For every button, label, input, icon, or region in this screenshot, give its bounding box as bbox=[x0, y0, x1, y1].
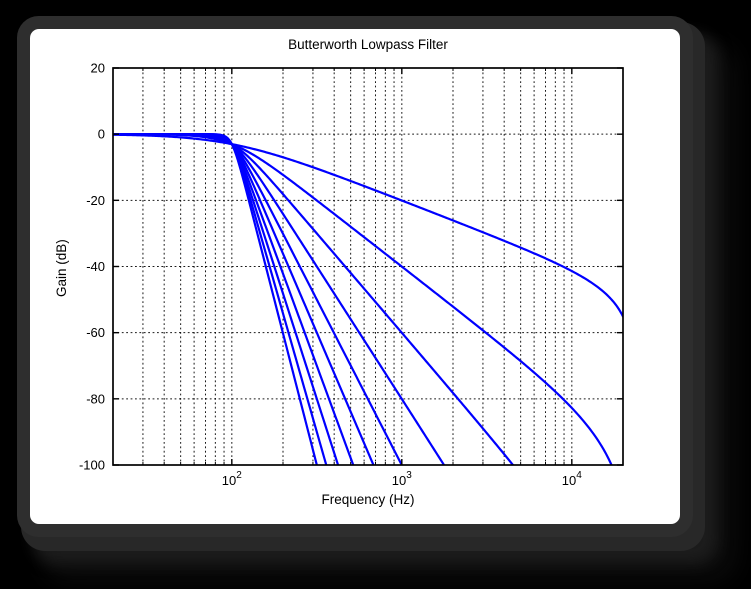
y-tick-label: 0 bbox=[98, 127, 105, 142]
y-tick-label: -60 bbox=[86, 325, 105, 340]
y-tick-label: -20 bbox=[86, 193, 105, 208]
y-tick-label: 20 bbox=[91, 61, 105, 76]
chart-title: Butterworth Lowpass Filter bbox=[288, 37, 448, 52]
x-tick-label: 102 bbox=[222, 470, 242, 488]
figure-window: Butterworth Lowpass Filter Gain (dB) Fre… bbox=[30, 29, 680, 524]
x-axis-label: Frequency (Hz) bbox=[321, 492, 415, 507]
butterworth-curve-order-10 bbox=[113, 133, 318, 465]
y-tick-label: -80 bbox=[86, 391, 105, 406]
butterworth-curve-order-2 bbox=[113, 133, 613, 465]
filter-curves bbox=[113, 133, 623, 465]
butterworth-bode-chart: 20 0 -20 -40 -60 -80 -100 102 103 104 bbox=[79, 61, 624, 488]
x-tick-label: 104 bbox=[562, 470, 582, 488]
y-tick-label: -40 bbox=[86, 259, 105, 274]
butterworth-curve-order-1 bbox=[113, 133, 623, 318]
x-tick-label: 103 bbox=[392, 470, 412, 488]
y-tick-label: -100 bbox=[79, 458, 105, 473]
